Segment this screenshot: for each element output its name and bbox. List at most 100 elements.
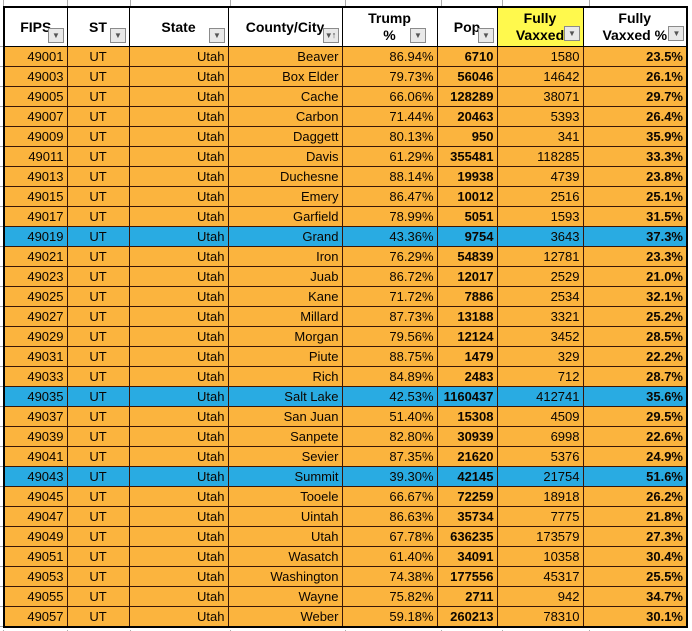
cell-pop[interactable]: 19938 <box>436 166 498 187</box>
cell-county[interactable]: Beaver <box>227 46 343 67</box>
cell-st[interactable]: UT <box>66 566 130 587</box>
cell-st[interactable]: UT <box>66 126 130 147</box>
cell-fips[interactable]: 49027 <box>3 306 68 327</box>
cell-fully_vaxxed_pct[interactable]: 29.7% <box>582 86 688 107</box>
cell-st[interactable]: UT <box>66 486 130 507</box>
cell-state[interactable]: Utah <box>128 266 229 287</box>
cell-state[interactable]: Utah <box>128 166 229 187</box>
cell-state[interactable]: Utah <box>128 126 229 147</box>
cell-state[interactable]: Utah <box>128 186 229 207</box>
cell-st[interactable]: UT <box>66 86 130 107</box>
cell-trump_pct[interactable]: 42.53% <box>341 386 438 407</box>
cell-st[interactable]: UT <box>66 46 130 67</box>
cell-state[interactable]: Utah <box>128 326 229 347</box>
cell-county[interactable]: Summit <box>227 466 343 487</box>
cell-trump_pct[interactable]: 86.94% <box>341 46 438 67</box>
cell-county[interactable]: Carbon <box>227 106 343 127</box>
cell-trump_pct[interactable]: 51.40% <box>341 406 438 427</box>
cell-st[interactable]: UT <box>66 306 130 327</box>
cell-fully_vaxxed[interactable]: 5393 <box>496 106 584 127</box>
cell-fully_vaxxed[interactable]: 341 <box>496 126 584 147</box>
cell-fully_vaxxed[interactable]: 329 <box>496 346 584 367</box>
cell-trump_pct[interactable]: 86.47% <box>341 186 438 207</box>
cell-trump_pct[interactable]: 59.18% <box>341 606 438 628</box>
cell-st[interactable]: UT <box>66 406 130 427</box>
cell-fips[interactable]: 49009 <box>3 126 68 147</box>
cell-fully_vaxxed_pct[interactable]: 26.2% <box>582 486 688 507</box>
cell-fips[interactable]: 49011 <box>3 146 68 167</box>
cell-st[interactable]: UT <box>66 186 130 207</box>
cell-fips[interactable]: 49037 <box>3 406 68 427</box>
cell-fully_vaxxed_pct[interactable]: 22.6% <box>582 426 688 447</box>
cell-st[interactable]: UT <box>66 366 130 387</box>
cell-pop[interactable]: 9754 <box>436 226 498 247</box>
cell-st[interactable]: UT <box>66 286 130 307</box>
cell-trump_pct[interactable]: 66.06% <box>341 86 438 107</box>
cell-state[interactable]: Utah <box>128 566 229 587</box>
cell-state[interactable]: Utah <box>128 86 229 107</box>
cell-trump_pct[interactable]: 75.82% <box>341 586 438 607</box>
cell-county[interactable]: San Juan <box>227 406 343 427</box>
cell-county[interactable]: Weber <box>227 606 343 628</box>
cell-fully_vaxxed_pct[interactable]: 33.3% <box>582 146 688 167</box>
cell-trump_pct[interactable]: 79.73% <box>341 66 438 87</box>
cell-st[interactable]: UT <box>66 386 130 407</box>
cell-state[interactable]: Utah <box>128 66 229 87</box>
cell-st[interactable]: UT <box>66 506 130 527</box>
cell-pop[interactable]: 12017 <box>436 266 498 287</box>
cell-pop[interactable]: 7886 <box>436 286 498 307</box>
cell-trump_pct[interactable]: 86.63% <box>341 506 438 527</box>
cell-fully_vaxxed_pct[interactable]: 25.5% <box>582 566 688 587</box>
cell-county[interactable]: Uintah <box>227 506 343 527</box>
cell-st[interactable]: UT <box>66 326 130 347</box>
cell-fully_vaxxed_pct[interactable]: 28.5% <box>582 326 688 347</box>
cell-fips[interactable]: 49015 <box>3 186 68 207</box>
cell-fully_vaxxed[interactable]: 942 <box>496 586 584 607</box>
cell-trump_pct[interactable]: 76.29% <box>341 246 438 267</box>
cell-pop[interactable]: 42145 <box>436 466 498 487</box>
cell-fips[interactable]: 49031 <box>3 346 68 367</box>
cell-pop[interactable]: 13188 <box>436 306 498 327</box>
cell-fips[interactable]: 49041 <box>3 446 68 467</box>
cell-fully_vaxxed[interactable]: 3452 <box>496 326 584 347</box>
cell-county[interactable]: Salt Lake <box>227 386 343 407</box>
cell-fully_vaxxed[interactable]: 14642 <box>496 66 584 87</box>
cell-county[interactable]: Millard <box>227 306 343 327</box>
cell-county[interactable]: Box Elder <box>227 66 343 87</box>
cell-state[interactable]: Utah <box>128 46 229 67</box>
cell-st[interactable]: UT <box>66 66 130 87</box>
cell-fips[interactable]: 49051 <box>3 546 68 567</box>
cell-fips[interactable]: 49021 <box>3 246 68 267</box>
cell-pop[interactable]: 177556 <box>436 566 498 587</box>
filter-dropdown-icon[interactable]: ▼ <box>208 28 225 43</box>
cell-state[interactable]: Utah <box>128 586 229 607</box>
cell-trump_pct[interactable]: 79.56% <box>341 326 438 347</box>
cell-trump_pct[interactable]: 87.35% <box>341 446 438 467</box>
cell-county[interactable]: Tooele <box>227 486 343 507</box>
cell-fully_vaxxed_pct[interactable]: 26.4% <box>582 106 688 127</box>
cell-fips[interactable]: 49025 <box>3 286 68 307</box>
cell-fully_vaxxed_pct[interactable]: 51.6% <box>582 466 688 487</box>
cell-county[interactable]: Wasatch <box>227 546 343 567</box>
cell-pop[interactable]: 34091 <box>436 546 498 567</box>
cell-state[interactable]: Utah <box>128 366 229 387</box>
cell-state[interactable]: Utah <box>128 346 229 367</box>
cell-pop[interactable]: 12124 <box>436 326 498 347</box>
cell-county[interactable]: Davis <box>227 146 343 167</box>
cell-fully_vaxxed_pct[interactable]: 32.1% <box>582 286 688 307</box>
cell-fully_vaxxed[interactable]: 10358 <box>496 546 584 567</box>
cell-st[interactable]: UT <box>66 346 130 367</box>
cell-fully_vaxxed[interactable]: 712 <box>496 366 584 387</box>
cell-state[interactable]: Utah <box>128 146 229 167</box>
cell-fully_vaxxed[interactable]: 4739 <box>496 166 584 187</box>
cell-fully_vaxxed_pct[interactable]: 23.3% <box>582 246 688 267</box>
cell-pop[interactable]: 15308 <box>436 406 498 427</box>
cell-pop[interactable]: 30939 <box>436 426 498 447</box>
cell-st[interactable]: UT <box>66 166 130 187</box>
cell-fully_vaxxed_pct[interactable]: 29.5% <box>582 406 688 427</box>
cell-fully_vaxxed[interactable]: 5376 <box>496 446 584 467</box>
cell-st[interactable]: UT <box>66 266 130 287</box>
cell-pop[interactable]: 72259 <box>436 486 498 507</box>
cell-pop[interactable]: 5051 <box>436 206 498 227</box>
cell-fully_vaxxed[interactable]: 2516 <box>496 186 584 207</box>
